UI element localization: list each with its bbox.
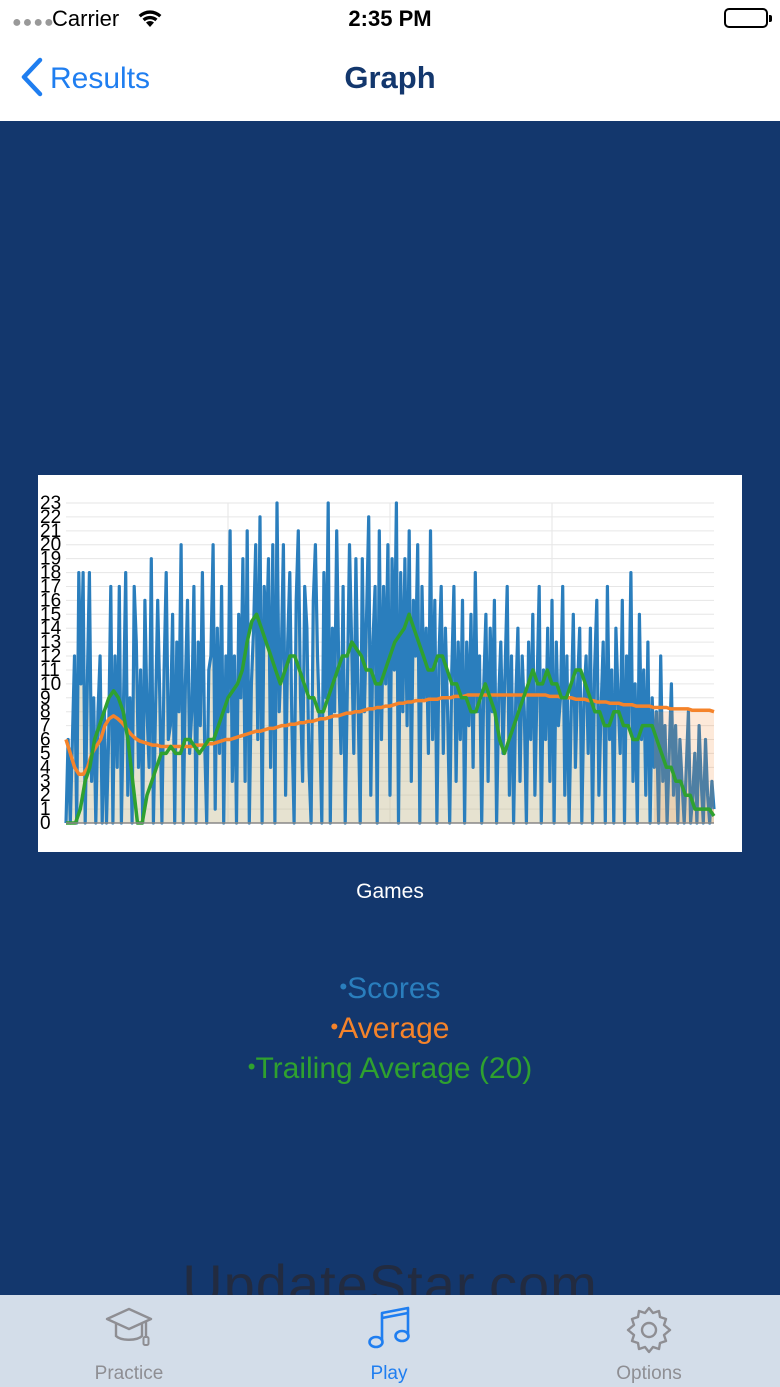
y-tick-label: 14 [40,618,62,639]
legend-label: Trailing Average (20) [255,1052,533,1085]
tab-options[interactable]: Options [574,1295,724,1387]
y-tick-label: 0 [40,813,51,834]
y-tick-label: 22 [40,507,61,528]
y-tick-label: 1 [40,799,51,820]
tab-practice-label: Practice [94,1363,164,1384]
tab-bar: Practice Play Options [0,1295,780,1387]
y-tick-label: 7 [40,716,51,737]
tab-practice[interactable]: Practice [54,1295,204,1387]
y-tick-label: 12 [40,646,61,667]
y-tick-label: 9 [40,688,51,709]
y-tick-label: 16 [40,590,61,611]
tab-play-label: Play [370,1363,408,1384]
page-title: Graph [344,60,436,95]
y-tick-label: 21 [40,521,61,542]
back-button-label: Results [50,62,151,95]
y-tick-label: 8 [40,702,51,723]
carrier-name: Carrier [52,6,120,31]
music-notes-icon [364,1305,414,1360]
status-time: 2:35 PM [348,6,432,31]
legend-entry-scores: •Scores [0,968,780,1008]
average-area [654,711,714,823]
y-tick-label: 11 [40,660,60,681]
chart-legend: •Scores •Average •Trailing Average (20) [0,968,780,1088]
y-tick-label: 10 [40,674,61,695]
y-tick-label: 17 [40,577,61,598]
y-tick-label: 6 [40,730,51,751]
y-tick-label: 5 [40,743,51,764]
tab-options-label: Options [616,1363,682,1384]
y-tick-label: 3 [40,771,51,792]
battery-icon [724,8,772,28]
x-axis-label: Games [356,880,424,903]
signal-dots-icon: ●●●● [12,14,55,31]
status-bar: ●●●● Carrier 2:35 PM [0,0,780,40]
legend-dot-icon: • [330,1014,339,1039]
gear-icon [624,1305,674,1360]
y-tick-label: 13 [40,632,61,653]
back-button[interactable]: Results [20,54,150,104]
average-line [64,693,715,777]
legend-entry-average: •Average [0,1008,780,1048]
legend-dot-icon: • [339,974,348,999]
trailing-average-line [66,612,716,825]
chart-card: 0 1 2 3 4 5 6 7 8 9 10 11 12 13 14 15 16 17 18 19 20 21 22 23 [38,475,742,852]
y-tick-label: 18 [40,563,61,584]
y-tick-label: 20 [40,535,61,556]
chevron-left-icon [20,57,44,102]
y-tick-label: 23 [40,493,61,514]
legend-label: Average [338,1012,450,1045]
y-tick-label: 19 [40,549,61,570]
graduation-cap-icon [104,1305,154,1358]
y-tick-label: 4 [40,757,51,778]
wifi-icon [136,7,164,34]
legend-label: Scores [347,972,441,1005]
y-tick-label: 15 [40,604,61,625]
navigation-bar: Results Graph [0,40,780,121]
tab-play[interactable]: Play [314,1295,464,1387]
y-tick-label: 2 [40,785,51,806]
legend-dot-icon: • [247,1054,256,1079]
legend-entry-trailing-average-20: •Trailing Average (20) [0,1048,780,1088]
